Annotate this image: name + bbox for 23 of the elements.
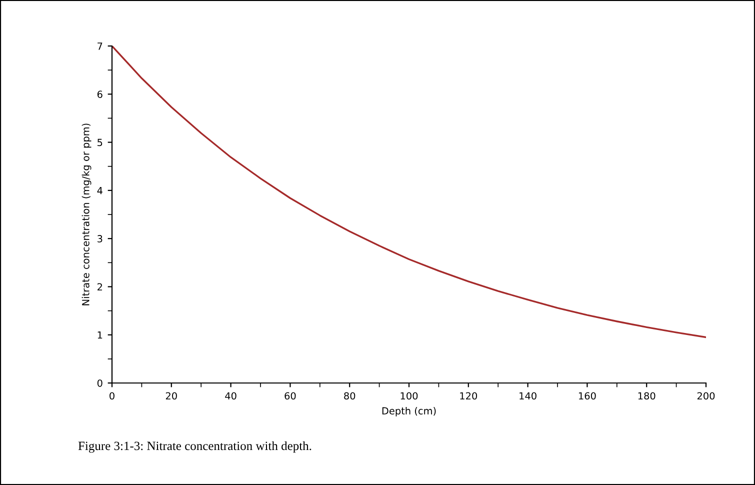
y-tick-label: 0 [97,379,102,387]
x-tick-label: 200 [697,392,715,400]
y-tick-label: 4 [97,187,102,194]
x-tick-label: 80 [344,392,356,400]
x-tick-label: 0 [110,392,114,400]
x-tick-label: 160 [578,392,596,400]
y-axis-title: Nitrate concentration (mg/kg or ppm) [82,124,92,306]
x-tick-label: 40 [225,392,236,400]
x-tick-label: 100 [400,392,418,400]
y-tick-label: 6 [97,90,102,98]
caption: Figure 3:1-3: Nitrate concentration with depth. [78,441,312,453]
x-tick-label: 20 [166,392,177,400]
x-tick-label: 60 [284,392,296,400]
x-tick-label: 180 [638,392,656,400]
line-series [112,46,706,338]
y-tick-label: 1 [98,331,102,339]
x-axis-title: Depth (cm) [382,406,436,416]
y-tick-label: 2 [98,283,102,290]
y-tick-label: 3 [98,235,102,242]
y-tick-label: 7 [98,42,102,50]
x-tick-label: 140 [520,392,536,400]
x-tick-label: 120 [460,392,478,400]
y-tick-label: 5 [98,138,102,146]
